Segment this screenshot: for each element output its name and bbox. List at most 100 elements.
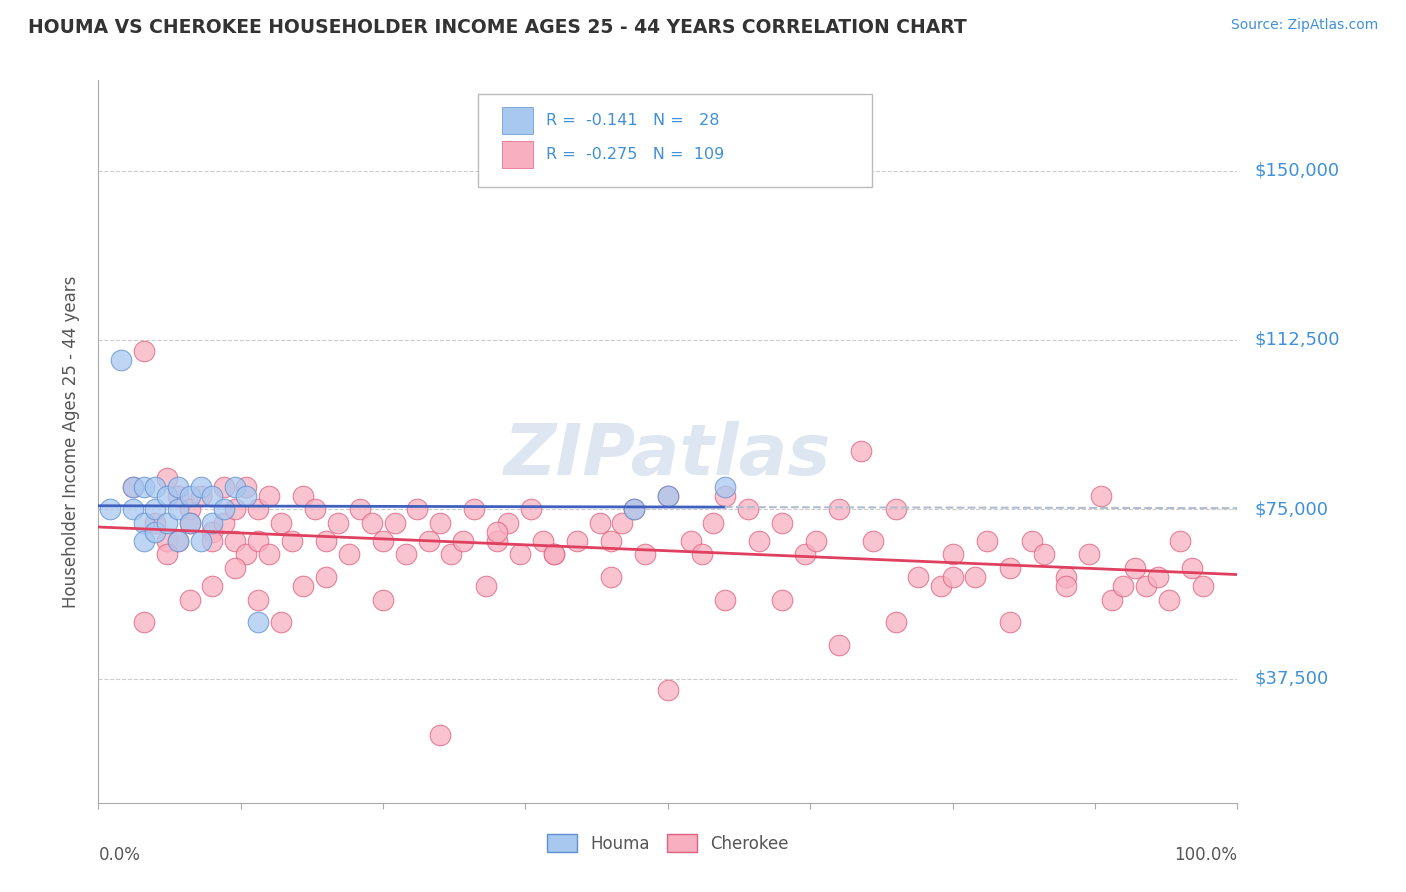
- Point: [145, 516, 167, 530]
- Point: [179, 502, 201, 516]
- Point: [942, 570, 965, 584]
- Text: 100.0%: 100.0%: [1174, 847, 1237, 864]
- Point: [498, 516, 520, 530]
- Point: [657, 682, 679, 697]
- Point: [201, 489, 224, 503]
- Point: [474, 579, 496, 593]
- Point: [588, 516, 610, 530]
- Point: [406, 502, 429, 516]
- Point: [179, 516, 201, 530]
- Text: $37,500: $37,500: [1254, 670, 1329, 688]
- Point: [156, 489, 179, 503]
- Point: [793, 548, 815, 562]
- Point: [1090, 489, 1112, 503]
- Point: [884, 502, 907, 516]
- Point: [121, 480, 143, 494]
- Point: [657, 489, 679, 503]
- Point: [463, 502, 485, 516]
- Point: [520, 502, 543, 516]
- Point: [862, 533, 884, 548]
- Point: [201, 579, 224, 593]
- Point: [201, 533, 224, 548]
- Point: [851, 443, 873, 458]
- Point: [132, 516, 155, 530]
- Point: [246, 615, 269, 630]
- Point: [179, 592, 201, 607]
- Point: [156, 516, 179, 530]
- Text: R =  -0.141   N =   28: R = -0.141 N = 28: [546, 113, 718, 128]
- Point: [679, 533, 702, 548]
- Point: [110, 353, 132, 368]
- Point: [132, 344, 155, 359]
- Point: [246, 592, 269, 607]
- Point: [1032, 548, 1054, 562]
- Point: [315, 533, 337, 548]
- Point: [371, 533, 394, 548]
- Point: [121, 480, 143, 494]
- Point: [98, 502, 121, 516]
- Point: [737, 502, 759, 516]
- Point: [270, 615, 292, 630]
- Point: [1170, 533, 1192, 548]
- Point: [132, 480, 155, 494]
- Point: [235, 548, 257, 562]
- Point: [531, 533, 554, 548]
- Point: [326, 516, 349, 530]
- Point: [486, 533, 509, 548]
- Point: [292, 489, 315, 503]
- Point: [804, 533, 827, 548]
- Point: [770, 592, 793, 607]
- Point: [201, 524, 224, 539]
- Point: [976, 533, 998, 548]
- Point: [179, 489, 201, 503]
- Point: [145, 502, 167, 516]
- Point: [224, 533, 246, 548]
- Point: [657, 489, 679, 503]
- Point: [395, 548, 418, 562]
- Point: [246, 533, 269, 548]
- Point: [1157, 592, 1180, 607]
- Point: [451, 533, 474, 548]
- Point: [190, 533, 212, 548]
- Point: [440, 548, 463, 562]
- Point: [156, 471, 179, 485]
- Point: [349, 502, 371, 516]
- Text: R =  -0.275   N =  109: R = -0.275 N = 109: [546, 147, 724, 161]
- Point: [212, 516, 235, 530]
- Point: [224, 561, 246, 575]
- Point: [1054, 579, 1078, 593]
- Point: [190, 480, 212, 494]
- Point: [212, 502, 235, 516]
- Point: [224, 502, 246, 516]
- Point: [634, 548, 657, 562]
- Point: [315, 570, 337, 584]
- Point: [702, 516, 724, 530]
- Point: [623, 502, 645, 516]
- Y-axis label: Householder Income Ages 25 - 44 years: Householder Income Ages 25 - 44 years: [62, 276, 80, 607]
- Point: [259, 489, 281, 503]
- Point: [156, 533, 179, 548]
- Text: $112,500: $112,500: [1254, 331, 1340, 349]
- Point: [371, 592, 394, 607]
- Point: [270, 516, 292, 530]
- Point: [884, 615, 907, 630]
- Point: [998, 615, 1021, 630]
- Text: $150,000: $150,000: [1254, 161, 1340, 179]
- Text: ZIPatlas: ZIPatlas: [505, 422, 831, 491]
- Point: [167, 533, 190, 548]
- Point: [600, 570, 623, 584]
- Point: [1146, 570, 1168, 584]
- Point: [1054, 570, 1078, 584]
- Point: [281, 533, 304, 548]
- Point: [1101, 592, 1123, 607]
- Point: [714, 480, 737, 494]
- Point: [246, 502, 269, 516]
- Text: $75,000: $75,000: [1254, 500, 1329, 518]
- Point: [167, 480, 190, 494]
- Point: [429, 516, 451, 530]
- Point: [770, 516, 793, 530]
- Point: [304, 502, 326, 516]
- Point: [121, 502, 143, 516]
- Point: [1192, 579, 1215, 593]
- Point: [543, 548, 565, 562]
